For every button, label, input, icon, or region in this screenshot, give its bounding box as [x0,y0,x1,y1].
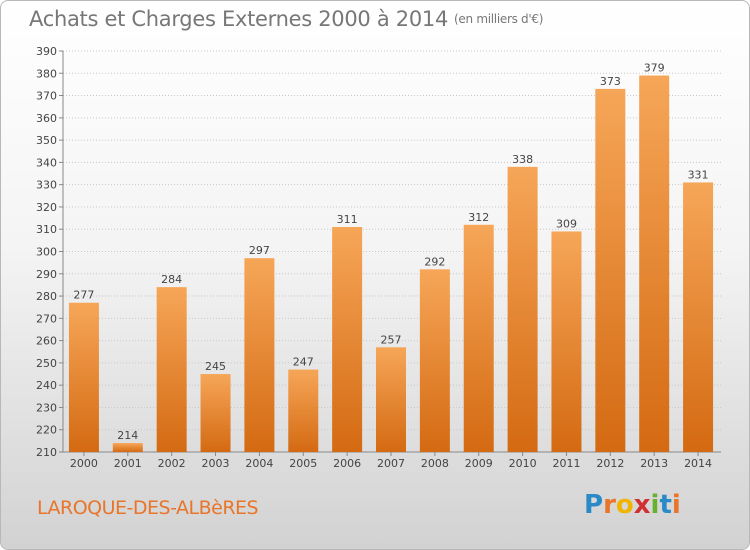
bar-value-label: 338 [512,153,533,166]
y-tick-label: 370 [36,90,57,103]
chart-subtitle: (en milliers d'€) [454,12,544,26]
bar [156,287,187,452]
bar [595,88,626,452]
bar [332,226,363,452]
bar-value-label: 331 [688,168,709,181]
bar [683,182,714,452]
proxiti-logo: Proxiti [584,490,681,520]
bar-value-label: 214 [117,429,138,442]
bar [68,302,99,452]
logo-letter: t [659,490,672,520]
x-tick-label: 2002 [158,457,186,470]
logo-letter: i [650,490,660,520]
bar-value-label: 312 [468,211,489,224]
y-tick-label: 280 [36,290,57,303]
bar-value-label: 311 [337,213,358,226]
city-name: LAROQUE-DES-ALBèRES [37,497,259,519]
x-tick-label: 2008 [421,457,449,470]
bar [376,347,406,452]
logo-letter: r [603,490,616,520]
bar [200,374,231,452]
y-tick-label: 220 [36,424,57,437]
x-tick-label: 2006 [333,457,361,470]
logo-letter: x [633,490,651,520]
x-tick-label: 2003 [202,457,230,470]
bar-value-label: 379 [644,62,665,75]
x-tick-label: 2004 [245,457,273,470]
bar [463,224,494,452]
bar [551,231,582,452]
y-tick-label: 330 [36,179,57,192]
y-tick-label: 340 [36,156,57,169]
x-tick-label: 2001 [114,457,142,470]
bar [112,443,143,452]
x-tick-label: 2012 [596,457,624,470]
y-tick-label: 350 [36,134,57,147]
bar-value-label: 292 [424,255,445,268]
bar-value-label: 257 [381,333,402,346]
bar-value-label: 297 [249,244,270,257]
x-tick-label: 2013 [640,457,668,470]
y-tick-label: 270 [36,312,57,325]
y-tick-label: 360 [36,112,57,125]
x-tick-label: 2011 [552,457,580,470]
logo-letter: o [615,490,634,520]
bar [639,75,670,452]
bar-value-label: 247 [293,356,314,369]
x-tick-label: 2007 [377,457,405,470]
y-tick-label: 290 [36,268,57,281]
y-tick-label: 260 [36,335,57,348]
y-tick-label: 310 [36,223,57,236]
x-tick-label: 2014 [684,457,712,470]
bar-value-label: 284 [161,273,182,286]
y-tick-label: 320 [36,201,57,214]
y-tick-label: 240 [36,379,57,392]
y-tick-label: 230 [36,401,57,414]
x-tick-label: 2000 [70,457,98,470]
chart-title-text: Achats et Charges Externes 2000 à 2014 [29,7,449,31]
y-tick-label: 390 [36,45,57,58]
y-tick-label: 380 [36,67,57,80]
x-tick-label: 2009 [465,457,493,470]
bar-value-label: 373 [600,75,621,88]
logo-letter: P [584,490,604,520]
y-tick-label: 300 [36,246,57,259]
bar [419,269,450,452]
x-tick-label: 2005 [289,457,317,470]
bar [244,258,275,452]
y-tick-label: 250 [36,357,57,370]
bar [288,369,319,452]
bar-value-label: 245 [205,360,226,373]
logo-letter: i [671,490,681,520]
y-tick-label: 210 [36,446,57,459]
bar [507,166,538,452]
chart-title: Achats et Charges Externes 2000 à 2014 (e… [29,7,543,31]
x-tick-label: 2010 [509,457,537,470]
bar-value-label: 277 [73,289,94,302]
bar-value-label: 309 [556,217,577,230]
